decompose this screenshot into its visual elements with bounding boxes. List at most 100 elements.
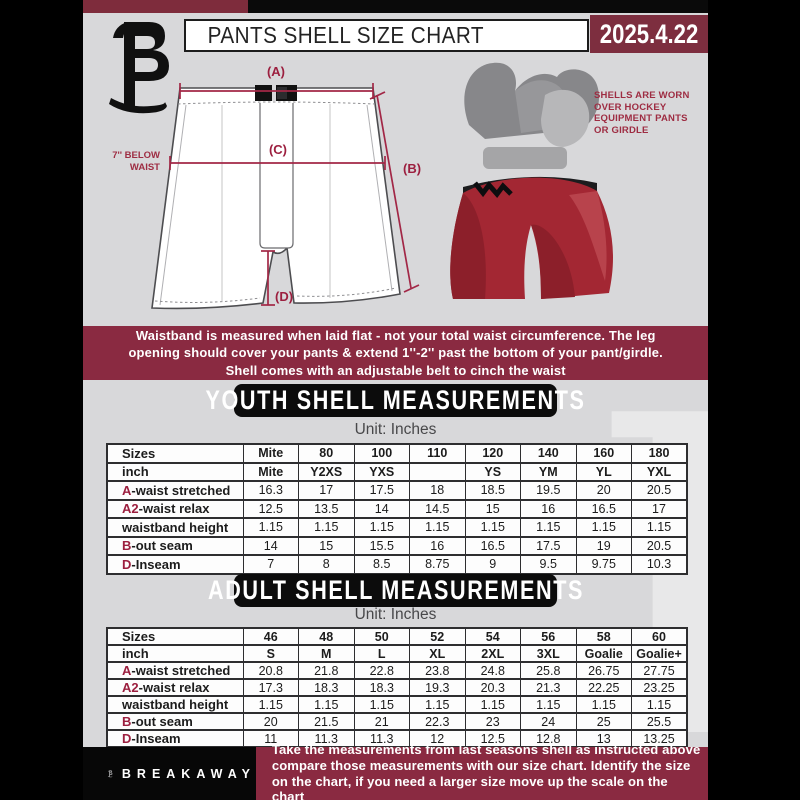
table-cell: 1.15 <box>409 695 466 714</box>
row-label-text: -out seam <box>131 714 193 729</box>
table-cell: 46 <box>242 627 299 646</box>
row-label-text: Sizes <box>122 445 156 461</box>
table-cell <box>409 461 466 482</box>
table-cell: 8.75 <box>409 554 466 575</box>
fly-panel <box>259 103 294 249</box>
table-cell: 52 <box>409 627 466 646</box>
measure-label-c: (C) <box>269 142 287 157</box>
measure-label-a: (A) <box>267 64 285 79</box>
table-cell: 18.5 <box>464 480 521 501</box>
measure-letter: B <box>122 538 132 554</box>
row-label-text: -Inseam <box>131 731 181 746</box>
table-cell: 1.15 <box>631 517 688 538</box>
page-title: PANTS SHELL SIZE CHART <box>207 22 484 48</box>
measure-letter: A2 <box>122 501 139 517</box>
table-cell: Mite <box>242 443 299 464</box>
table-cell: 1.15 <box>353 695 410 714</box>
row-label-text: inch <box>122 464 149 480</box>
table-cell: Goalie+ <box>631 644 688 663</box>
measure-letter: D <box>122 731 132 746</box>
table-cell: 19.3 <box>409 678 466 697</box>
row-label-text: inch <box>122 646 149 661</box>
table-cell: 21.3 <box>520 678 577 697</box>
table-cell: S <box>242 644 299 663</box>
shell-product-photo <box>450 62 613 299</box>
table-cell: 25.5 <box>631 712 688 731</box>
table-cell: 11.3 <box>298 729 355 748</box>
table-cell: 23.25 <box>631 678 688 697</box>
table-cell: 17.3 <box>242 678 299 697</box>
top-strip-red <box>83 0 248 13</box>
table-row: waistband height 1.15 1.15 1.15 1.15 1.15 1.15… <box>106 517 688 538</box>
table-cell: YL <box>575 461 632 482</box>
table-cell: 22.25 <box>575 678 632 697</box>
table-cell: 120 <box>464 443 521 464</box>
row-label: inch <box>106 461 244 482</box>
table-cell: 25.8 <box>520 661 577 680</box>
row-label-text: Sizes <box>122 629 156 644</box>
table-cell: 8 <box>298 554 355 575</box>
table-row: inch Mite Y2XS YXS YS YM YL YXL <box>106 461 688 482</box>
row-label: A-waist stretched <box>106 661 244 680</box>
table-cell: 12.5 <box>464 729 521 748</box>
measure-label-b: (B) <box>403 161 421 176</box>
row-label: Sizes <box>106 443 244 464</box>
row-label: inch <box>106 644 244 663</box>
measure-letter: A <box>122 482 132 498</box>
waistband-notice-banner: Waistband is measured when laid flat - n… <box>83 326 708 380</box>
youth-unit-label: Unit: Inches <box>354 421 437 438</box>
table-cell: 18 <box>409 480 466 501</box>
table-cell: 20.5 <box>631 480 688 501</box>
table-cell: 17.5 <box>353 480 410 501</box>
table-cell: 17 <box>631 498 688 519</box>
measure-letter: A <box>122 663 132 678</box>
row-label: Sizes <box>106 627 244 646</box>
table-cell: 9 <box>464 554 521 575</box>
row-label: D-Inseam <box>106 554 244 575</box>
size-chart-page: B PANTS SHELL SIZE CHART 2025.4.22 <box>83 0 708 800</box>
table-cell: 13.5 <box>298 498 355 519</box>
table-cell: 11 <box>242 729 299 748</box>
table-cell: 13.25 <box>631 729 688 748</box>
breakaway-logo-icon <box>109 22 169 114</box>
table-cell: YXS <box>353 461 410 482</box>
table-cell: 21 <box>353 712 410 731</box>
footer-breakaway-logo-icon <box>107 769 113 777</box>
waistband-notice-text: Waistband is measured when laid flat - n… <box>128 327 663 378</box>
table-cell: 15 <box>298 535 355 556</box>
table-cell: 12.8 <box>520 729 577 748</box>
table-cell: 21.5 <box>298 712 355 731</box>
row-label-text: -waist stretched <box>131 482 231 498</box>
table-cell: 15.5 <box>353 535 410 556</box>
row-label-text: -waist stretched <box>131 663 231 678</box>
table-cell: 1.15 <box>298 695 355 714</box>
table-cell: YS <box>464 461 521 482</box>
table-cell: 3XL <box>520 644 577 663</box>
table-row: B-out seam 20 21.5 21 22.3 23 24 25 25.5 <box>106 712 688 731</box>
table-cell: 24.8 <box>464 661 521 680</box>
table-cell: 12.5 <box>242 498 299 519</box>
date-badge: 2025.4.22 <box>590 15 708 53</box>
table-cell: YXL <box>631 461 688 482</box>
table-cell: Y2XS <box>298 461 355 482</box>
table-cell: 19.5 <box>520 480 577 501</box>
table-cell: 24 <box>520 712 577 731</box>
adult-section-title: ADULT SHELL MEASUREMENTS <box>207 575 584 605</box>
table-cell: 20.8 <box>242 661 299 680</box>
table-row: A-waist stretched 20.8 21.8 22.8 23.8 24.8 25.… <box>106 661 688 680</box>
table-cell: 140 <box>520 443 577 464</box>
row-label: waistband height <box>106 517 244 538</box>
table-cell: 14.5 <box>409 498 466 519</box>
table-cell: Goalie <box>575 644 632 663</box>
table-cell: 20 <box>242 712 299 731</box>
footer-brand-area: BREAKAWAY <box>83 747 256 800</box>
row-label-text: waistband height <box>122 519 229 535</box>
table-cell: 18.3 <box>298 678 355 697</box>
table-cell: 9.5 <box>520 554 577 575</box>
row-label-text: -waist relax <box>138 680 210 695</box>
adult-section-banner: ADULT SHELL MEASUREMENTS <box>208 574 582 607</box>
table-cell: 1.15 <box>464 517 521 538</box>
table-cell: L <box>353 644 410 663</box>
measure-line-b <box>369 91 420 293</box>
